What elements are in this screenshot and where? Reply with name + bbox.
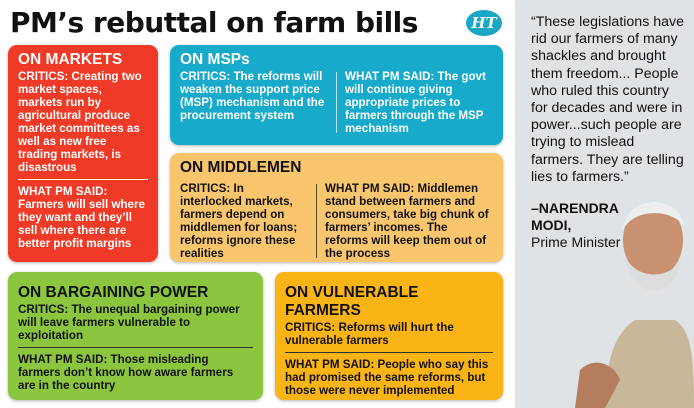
divider bbox=[336, 72, 337, 133]
markets-heading: ON MARKETS bbox=[18, 51, 123, 68]
critics-label: CRITICS: bbox=[180, 182, 231, 195]
speaker-name: –NARENDRA MODI, bbox=[531, 200, 619, 234]
page-title: PM’s rebuttal on farm bills bbox=[10, 6, 418, 39]
bargaining-card: ON BARGAINING POWER CRITICS: The unequal… bbox=[8, 272, 263, 400]
ht-logo: HT bbox=[466, 10, 502, 36]
pm-text: Those misleading farmers don’t know how … bbox=[18, 353, 234, 392]
critics-text: Creating two market spaces, markets run … bbox=[18, 70, 142, 174]
divider bbox=[285, 352, 493, 353]
pm-text: Middlemen stand between farmers and cons… bbox=[325, 182, 489, 260]
vulnerable-heading: ON VULNERABLE FARMERS bbox=[285, 284, 419, 319]
critics-label: CRITICS: bbox=[18, 70, 69, 83]
critics-text: In interlocked markets, farmers depend o… bbox=[180, 182, 298, 260]
bargaining-critics: CRITICS: The unequal bargaining power wi… bbox=[18, 303, 253, 342]
critics-label: CRITICS: bbox=[180, 70, 231, 83]
pm-text: Farmers will sell where they want and th… bbox=[18, 198, 145, 250]
vulnerable-card: ON VULNERABLE FARMERS CRITICS: Reforms w… bbox=[275, 272, 503, 400]
divider bbox=[18, 347, 253, 348]
divider bbox=[316, 184, 317, 258]
bargaining-pm: WHAT PM SAID: Those misleading farmers d… bbox=[18, 353, 253, 392]
middlemen-heading: ON MIDDLEMEN bbox=[180, 159, 302, 176]
msp-heading: ON MSPs bbox=[180, 51, 250, 68]
bargaining-heading: ON BARGAINING POWER bbox=[18, 284, 209, 301]
markets-pm: WHAT PM SAID: Farmers will sell where th… bbox=[18, 185, 148, 250]
pm-label: WHAT PM SAID: bbox=[285, 358, 375, 371]
markets-critics: CRITICS: Creating two market spaces, mar… bbox=[18, 70, 148, 174]
critics-text: The reforms will weaken the support pric… bbox=[180, 70, 325, 122]
critics-label: CRITICS: bbox=[18, 303, 69, 316]
pm-label: WHAT PM SAID: bbox=[18, 185, 108, 198]
vulnerable-critics: CRITICS: Reforms will hurt the vulnerabl… bbox=[285, 321, 493, 347]
pm-label: WHAT PM SAID: bbox=[18, 353, 108, 366]
msp-card: ON MSPs CRITICS: The reforms will weaken… bbox=[170, 45, 503, 145]
quote-block: “These legislations have rid our farmers… bbox=[531, 14, 689, 251]
portrait-image bbox=[575, 201, 694, 408]
pm-label: WHAT PM SAID: bbox=[345, 70, 435, 83]
middlemen-critics: CRITICS: In interlocked markets, farmers… bbox=[180, 182, 308, 260]
divider bbox=[18, 179, 148, 180]
quote-attribution: –NARENDRA MODI, Prime Minister bbox=[531, 200, 689, 251]
speaker-role: Prime Minister bbox=[531, 234, 621, 251]
pm-text: People who say this had promised the sam… bbox=[285, 358, 489, 397]
markets-card: ON MARKETS CRITICS: Creating two market … bbox=[8, 45, 158, 262]
critics-text: Reforms will hurt the vulnerable farmers bbox=[285, 321, 454, 347]
msp-pm: WHAT PM SAID: The govt will continue giv… bbox=[345, 70, 493, 135]
pm-label: WHAT PM SAID: bbox=[325, 182, 415, 195]
critics-label: CRITICS: bbox=[285, 321, 336, 334]
middlemen-card: ON MIDDLEMEN CRITICS: In interlocked mar… bbox=[170, 153, 503, 262]
pm-text: The govt will continue giving appropriat… bbox=[345, 70, 486, 135]
msp-critics: CRITICS: The reforms will weaken the sup… bbox=[180, 70, 328, 135]
vulnerable-pm: WHAT PM SAID: People who say this had pr… bbox=[285, 358, 493, 397]
quote-text: “These legislations have rid our farmers… bbox=[531, 14, 684, 185]
middlemen-pm: WHAT PM SAID: Middlemen stand between fa… bbox=[325, 182, 493, 260]
critics-text: The unequal bargaining power will leave … bbox=[18, 303, 240, 342]
